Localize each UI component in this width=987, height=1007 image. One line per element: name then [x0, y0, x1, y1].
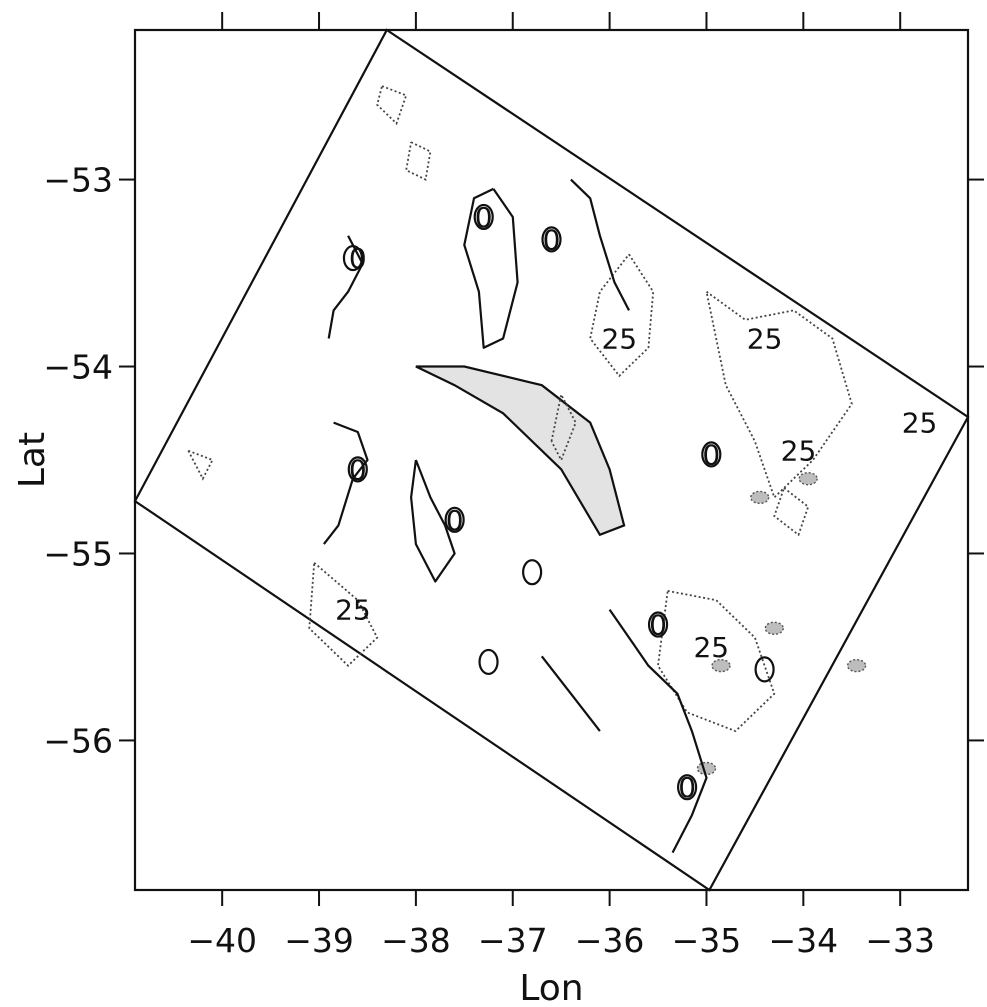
contour-level-label: 0 — [446, 504, 464, 537]
contour-level-label: 25 — [335, 594, 371, 627]
contour-25-line — [376, 85, 408, 126]
swath-boundary-group — [133, 28, 970, 892]
y-tick-label: −56 — [43, 721, 113, 760]
contour-0-line — [323, 421, 369, 545]
contour-0-line — [608, 608, 708, 854]
contour-0-loop — [444, 506, 465, 533]
contour-25-line — [405, 141, 432, 181]
axis-tick-labels: −40 −39 −38 −37 −36 −35 −34 −33 −53 −54 −55 −56 — [43, 161, 935, 960]
y-tick-label: −53 — [43, 161, 113, 200]
contour-level-label: 0 — [543, 223, 561, 256]
contour-0-loop — [754, 656, 775, 683]
x-tick-label: −36 — [575, 921, 645, 960]
contour-level-label: 25 — [693, 631, 729, 664]
x-tick-label: −34 — [769, 921, 839, 960]
plot-frame-group — [133, 28, 970, 892]
contour-25-line — [705, 290, 853, 500]
contour-0-line — [570, 178, 630, 311]
swath-boundary — [133, 28, 970, 892]
y-axis-label: Lat — [12, 432, 53, 488]
contour-level-label: 0 — [349, 453, 367, 486]
contour-level-label: 0 — [702, 438, 720, 471]
contour-25-patch — [711, 658, 731, 673]
contour-25-patch — [846, 658, 867, 673]
contour-0-line — [410, 459, 456, 583]
contour-0-group — [323, 178, 775, 854]
contour-0-loop — [342, 244, 364, 272]
contour-level-label: 25 — [601, 322, 637, 355]
contour-0-line — [327, 235, 364, 339]
x-tick-label: −39 — [284, 921, 354, 960]
contour-25-line — [550, 391, 577, 463]
y-tick-label: −55 — [43, 534, 113, 573]
plot-frame — [133, 28, 970, 892]
axis-ticks — [119, 12, 984, 906]
contour-level-label: 0 — [349, 242, 367, 275]
contour-0-loop — [473, 203, 494, 231]
contour-25-patch — [764, 621, 784, 635]
contour-25-line — [657, 590, 776, 733]
contour-25-patch — [798, 471, 818, 486]
shaded-region — [415, 365, 626, 537]
x-tick-label: −37 — [478, 921, 548, 960]
contour-0-loop — [522, 559, 543, 586]
contour-0-loop — [478, 648, 499, 676]
contour-0-line — [463, 187, 519, 349]
contour-25-group — [187, 85, 867, 776]
shaded-region-group — [415, 365, 626, 537]
contour-25-patch — [750, 490, 770, 505]
contour-25-patch — [696, 761, 717, 776]
contour-25-line — [589, 253, 655, 378]
contour-level-label: 0 — [678, 771, 696, 804]
contour-level-label: 25 — [747, 322, 783, 355]
contour-level-label: 25 — [902, 407, 938, 440]
contour-0-loop — [647, 611, 669, 638]
x-tick-label: −35 — [672, 921, 742, 960]
contour-0-loop — [541, 226, 562, 253]
x-tick-label: −38 — [381, 921, 451, 960]
contour-level-label: 0 — [649, 609, 667, 642]
contour-0-line — [540, 655, 601, 732]
x-tick-label: −33 — [865, 921, 935, 960]
contour-0-loop — [701, 441, 722, 468]
contour-25-line — [187, 449, 214, 481]
y-tick-label: −54 — [43, 348, 113, 387]
contour-25-line — [773, 487, 810, 537]
contour-labels-group: 25 25 25 25 25 25 0 0 0 0 0 0 0 0 — [335, 201, 937, 804]
contour-level-label: 0 — [475, 201, 493, 234]
x-axis-label: Lon — [519, 968, 583, 1007]
contour-level-label: 25 — [781, 435, 817, 468]
x-tick-label: −40 — [187, 921, 257, 960]
contour-0-loop — [677, 774, 698, 801]
contour-0-loop — [347, 456, 368, 483]
